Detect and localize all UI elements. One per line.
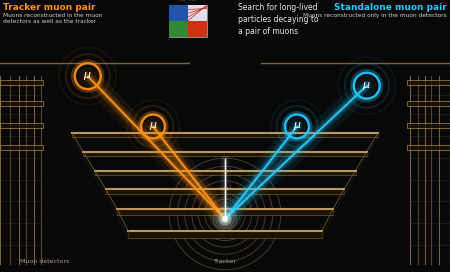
- Text: Tracker muon pair: Tracker muon pair: [3, 3, 95, 12]
- Bar: [0, 145, 43, 150]
- Bar: [407, 101, 450, 106]
- Bar: [169, 5, 207, 37]
- Bar: [117, 209, 333, 215]
- Circle shape: [213, 207, 237, 231]
- Bar: [407, 80, 450, 85]
- Bar: [0, 123, 43, 128]
- Bar: [0, 80, 43, 85]
- Text: Search for long-lived
particles decaying to
a pair of muons: Search for long-lived particles decaying…: [238, 3, 319, 36]
- Bar: [169, 5, 188, 21]
- Text: Standalone muon pair: Standalone muon pair: [334, 3, 447, 12]
- Text: Muon detectors: Muon detectors: [20, 259, 70, 264]
- Bar: [83, 152, 367, 156]
- Bar: [0, 101, 43, 106]
- Bar: [407, 123, 450, 128]
- Bar: [94, 171, 356, 175]
- Bar: [407, 145, 450, 150]
- Circle shape: [219, 213, 231, 225]
- Text: $\mu$: $\mu$: [292, 120, 302, 132]
- Text: CMS: CMS: [178, 0, 198, 3]
- Text: Tracker: Tracker: [213, 259, 237, 264]
- Bar: [72, 133, 378, 137]
- Text: $\mu$: $\mu$: [148, 120, 157, 132]
- Circle shape: [222, 216, 228, 222]
- Circle shape: [224, 217, 226, 221]
- Text: $\mu$: $\mu$: [83, 70, 92, 82]
- Bar: [128, 231, 322, 238]
- Bar: [106, 189, 344, 194]
- Text: $\mu$: $\mu$: [362, 80, 371, 92]
- Text: Muons reconstructed in the muon
detectors as well as the tracker: Muons reconstructed in the muon detector…: [3, 13, 103, 24]
- Bar: [188, 21, 207, 37]
- Text: Muons reconstructed only in the muon detectors: Muons reconstructed only in the muon det…: [303, 13, 447, 18]
- Bar: [169, 21, 188, 37]
- Bar: [188, 5, 207, 21]
